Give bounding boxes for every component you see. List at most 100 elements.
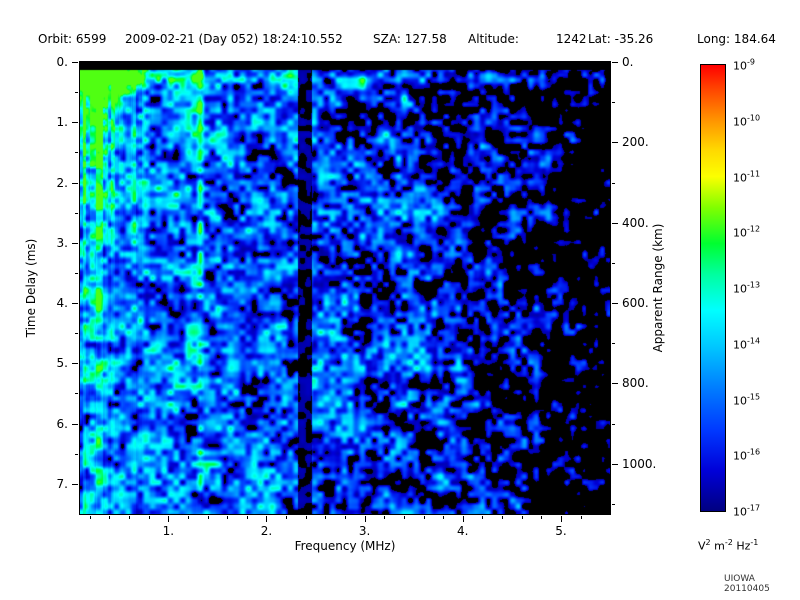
x-axis-minor-tick	[305, 516, 307, 519]
x-axis-minor-tick	[403, 516, 405, 519]
range-axis-tick-label: 400.	[622, 215, 649, 230]
spectrogram-canvas	[80, 62, 610, 514]
y-axis-minor-tick	[75, 453, 78, 455]
x-axis-tick-label: 2.	[260, 524, 273, 538]
x-axis-minor-tick	[345, 516, 346, 519]
range-axis-minor-tick	[612, 503, 615, 505]
y-axis-tick-label: 0.	[56, 55, 68, 69]
x-axis-minor-tick	[129, 516, 131, 519]
x-axis-tick	[266, 516, 268, 522]
range-axis-minor-tick	[612, 182, 615, 184]
x-axis-tick-label: 4.	[457, 524, 469, 538]
x-axis-minor-tick	[207, 516, 209, 519]
y-axis-tick	[72, 303, 78, 305]
colorbar-tick-label: 10-10	[733, 113, 761, 129]
lat-value: -35.26	[614, 32, 654, 46]
range-axis-minor-tick	[612, 423, 615, 425]
long-value: 184.64	[733, 32, 776, 46]
y-axis-tick-label: 1.	[56, 115, 68, 130]
x-axis-tick	[168, 516, 170, 522]
range-axis-minor-tick	[612, 102, 615, 104]
range-axis-tick	[612, 222, 618, 224]
long-field: Long: 184.64	[697, 32, 776, 46]
y-axis-minor-tick	[75, 333, 78, 335]
x-axis-minor-tick	[89, 516, 91, 519]
x-axis-minor-tick	[227, 516, 229, 519]
range-axis-tick-label: 0.	[622, 55, 634, 69]
y-axis-tick-label: 6.	[56, 416, 68, 431]
range-axis-minor-tick	[612, 262, 615, 264]
y-axis-minor-tick	[75, 92, 78, 94]
y-axis-tick-label: 3.	[56, 235, 68, 250]
x-axis-minor-tick	[580, 516, 582, 519]
orbit-value: 6599	[75, 32, 107, 46]
x-axis-minor-tick	[109, 516, 111, 519]
range-axis-tick-label: 800.	[622, 376, 649, 391]
y-axis-tick	[72, 483, 78, 485]
x-axis-minor-tick	[423, 516, 425, 519]
x-axis-minor-tick	[541, 516, 543, 519]
y-axis-minor-tick	[75, 212, 78, 214]
colorbar-unit-label: V2 m-2 Hz-1	[698, 538, 759, 553]
y-axis-tick	[72, 242, 78, 244]
range-axis-minor-tick	[612, 343, 615, 345]
y-axis-tick-label: 4.	[56, 296, 68, 311]
x-axis-tick	[364, 516, 366, 522]
datetime-field: 2009-02-21 (Day 052) 18:24:10.552	[125, 32, 343, 46]
x-axis-minor-tick	[482, 516, 484, 519]
lat-field: Lat: -35.26	[588, 32, 653, 46]
y-axis-tick	[72, 182, 78, 184]
y-axis-minor-tick	[75, 393, 78, 395]
colorbar-tick-label: 10-14	[733, 336, 761, 352]
y-axis-tick	[72, 423, 78, 425]
y-axis-tick	[72, 62, 78, 63]
y-axis-minor-tick	[75, 272, 78, 274]
orbit-label: Orbit:	[38, 32, 73, 46]
x-axis-minor-tick	[325, 516, 327, 519]
orbit-field: Orbit: 6599	[38, 32, 106, 46]
x-axis-tick	[560, 516, 562, 522]
range-axis-tick	[612, 142, 618, 144]
colorbar-tick-label: 10-16	[733, 447, 761, 463]
x-axis-tick-label: 1.	[162, 524, 175, 538]
x-axis-minor-tick	[286, 516, 288, 519]
y-axis-tick	[72, 122, 78, 124]
range-axis-tick-label: 1000.	[622, 456, 657, 471]
y-axis-tick	[72, 363, 78, 365]
y-axis-tick-label: 2.	[56, 175, 68, 190]
range-axis-tick-label: 200.	[622, 135, 649, 150]
y-axis-label-left: Time Delay (ms)	[24, 238, 38, 338]
long-label: Long:	[697, 32, 731, 46]
spectrogram-plot	[79, 61, 611, 515]
range-axis-tick	[612, 383, 618, 385]
sza-label: SZA:	[373, 32, 401, 46]
range-axis-tick	[612, 303, 618, 305]
colorbar-tick-label: 10-12	[733, 224, 761, 240]
x-axis-minor-tick	[443, 516, 445, 519]
range-axis-tick	[612, 463, 618, 465]
colorbar-tick-label: 10-13	[733, 280, 761, 296]
range-axis-tick	[612, 62, 618, 63]
y-axis-tick-label: 7.	[56, 476, 68, 491]
altitude-value: 1242	[556, 32, 587, 46]
y-axis-minor-tick	[75, 152, 78, 154]
range-axis-tick-label: 600.	[622, 296, 649, 311]
colorbar-tick-label: 10-17	[733, 503, 761, 519]
colorbar	[700, 64, 726, 512]
credit-text: UIOWA 20110405	[724, 574, 770, 594]
x-axis-minor-tick	[246, 516, 248, 519]
sza-field: SZA: 127.58	[373, 32, 447, 46]
altitude-label: Altitude:	[468, 32, 519, 46]
x-axis-minor-tick	[502, 516, 504, 519]
x-axis-tick-label: 5.	[555, 524, 567, 538]
y-axis-tick-label: 5.	[56, 356, 68, 371]
x-axis-minor-tick	[148, 516, 150, 519]
x-axis-minor-tick	[187, 516, 189, 519]
sza-value: 127.58	[404, 32, 447, 46]
x-axis-minor-tick	[384, 516, 386, 519]
x-axis-tick	[462, 516, 464, 522]
colorbar-tick-label: 10-11	[733, 169, 761, 184]
lat-label: Lat:	[588, 32, 611, 46]
y-axis-label-right: Apparent Range (km)	[651, 223, 665, 353]
